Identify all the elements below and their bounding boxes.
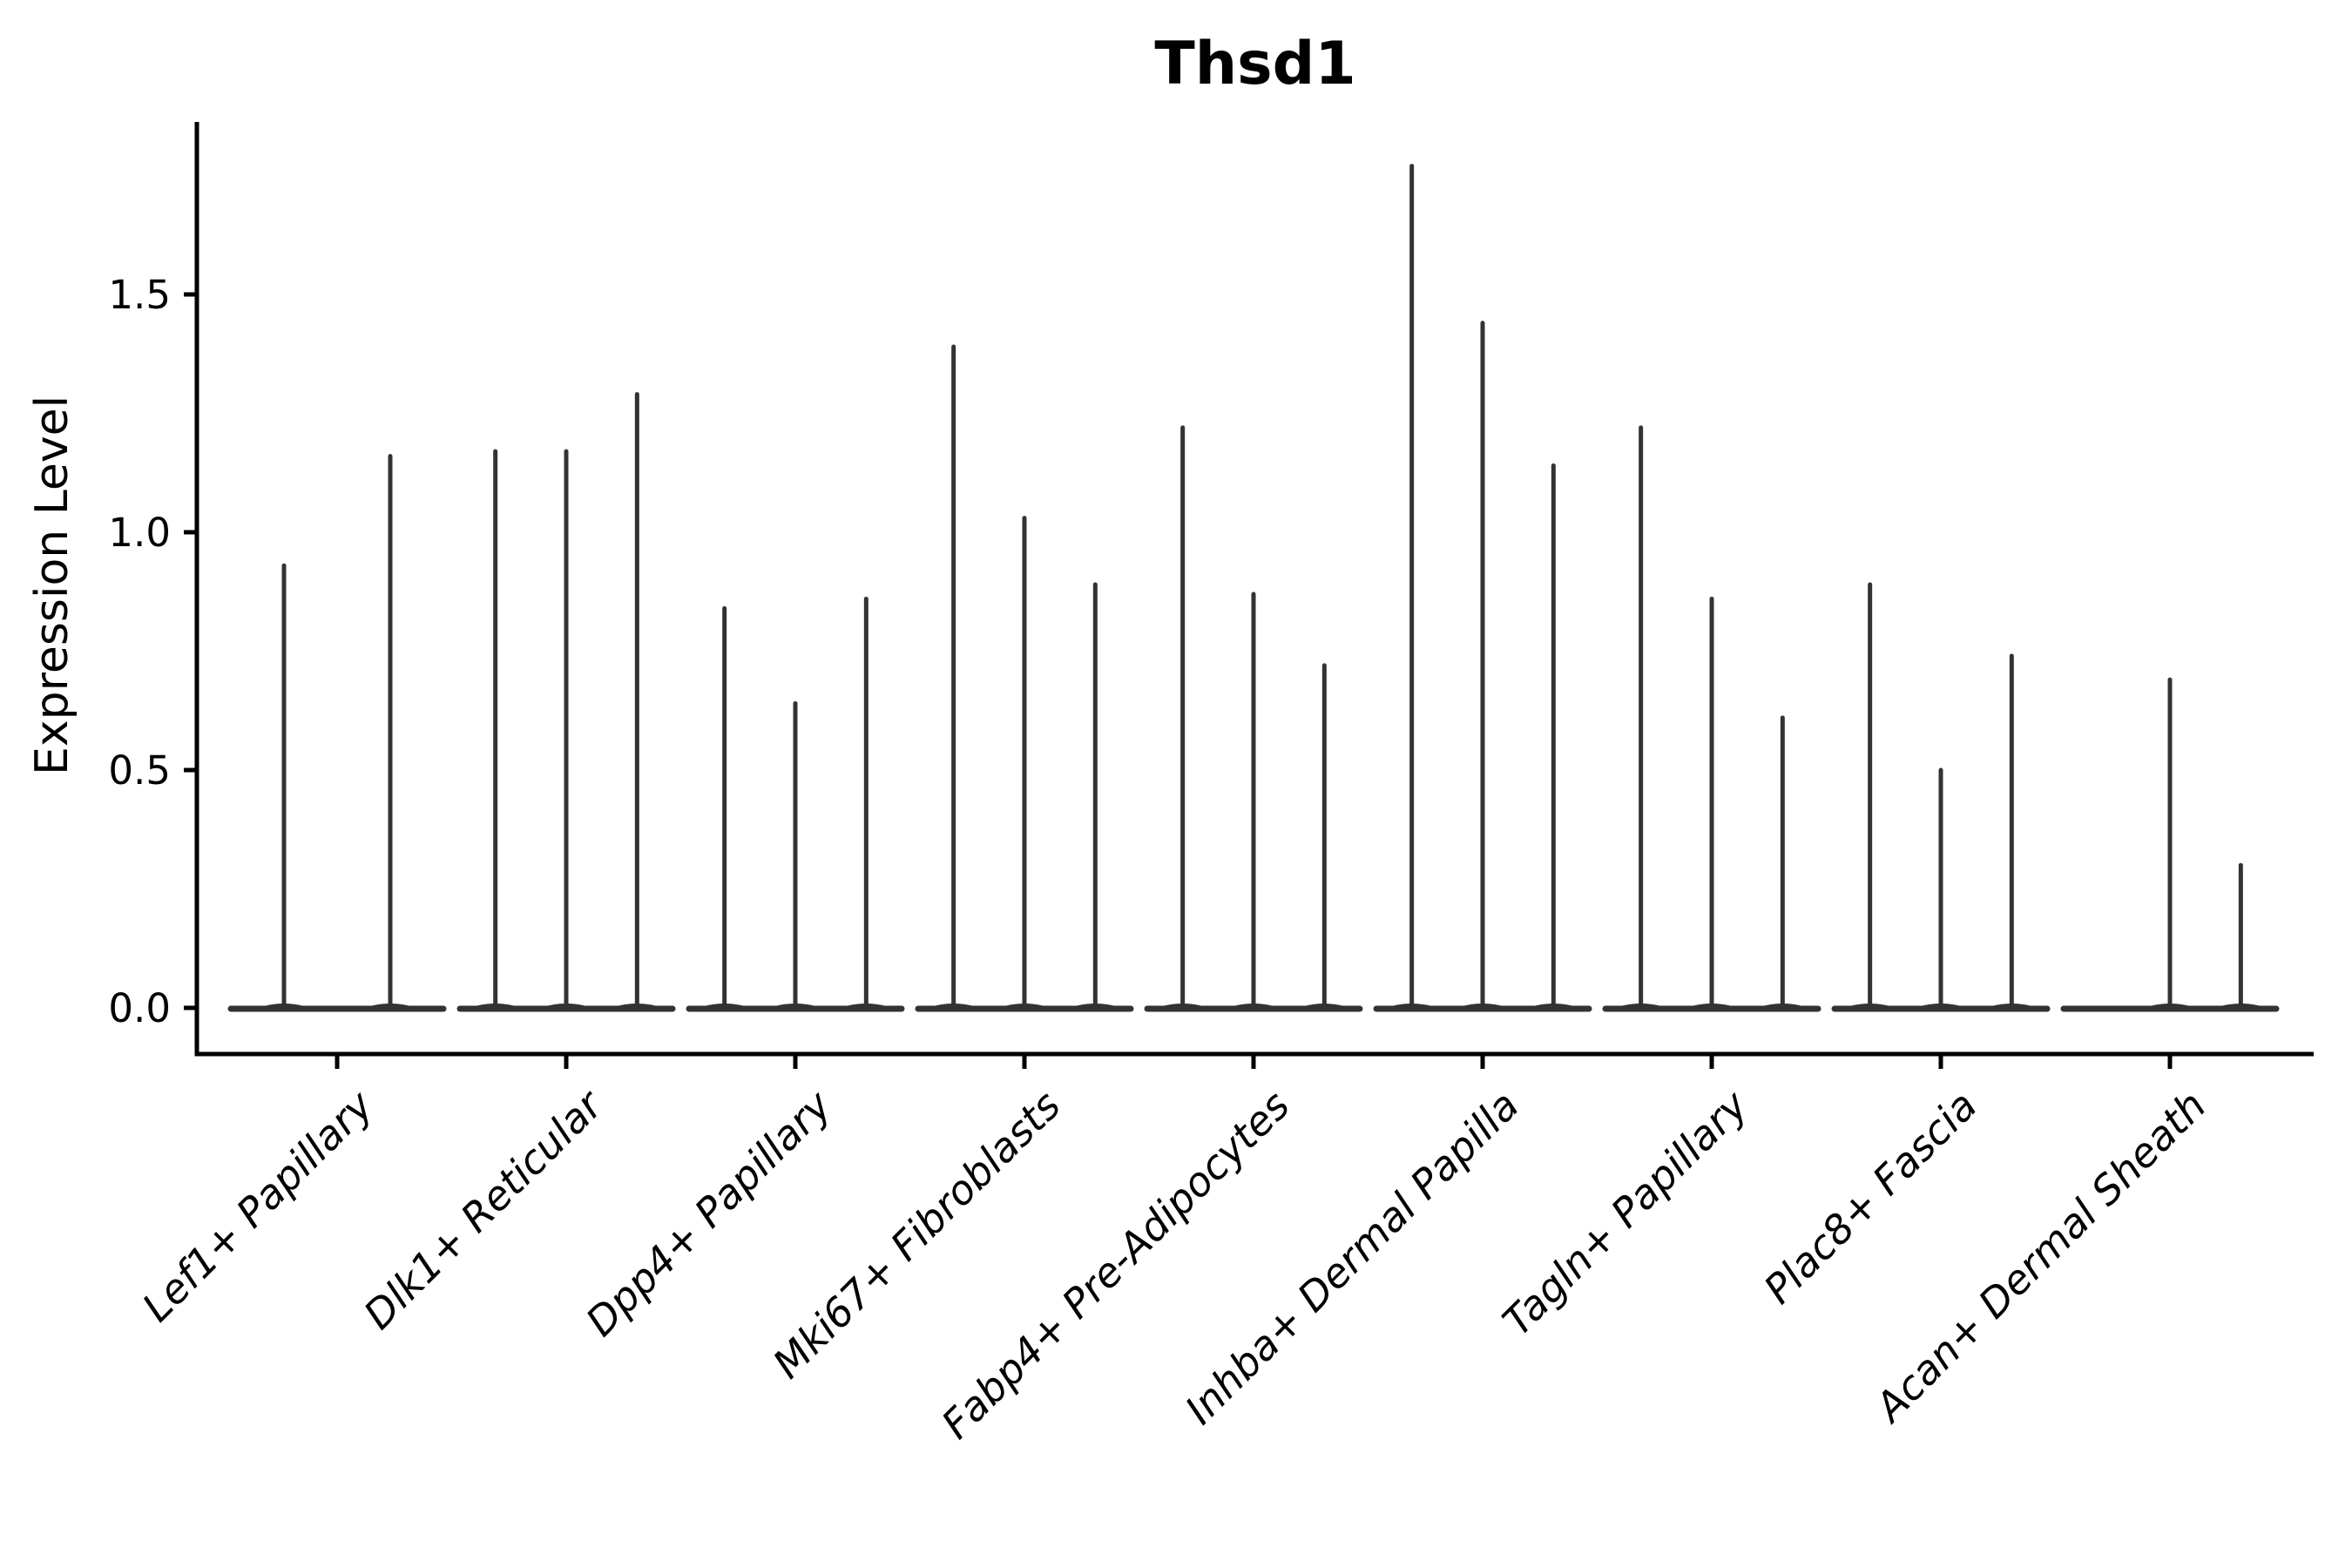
x-tick-label: Lef1+ Papillary <box>133 1081 382 1330</box>
x-tick-label: Tagln+ Papillary <box>1493 1081 1757 1345</box>
y-tick-label: 1.5 <box>108 272 171 318</box>
chart-title: Thsd1 <box>1154 30 1356 98</box>
y-tick-label: 0.5 <box>108 747 171 794</box>
x-tick-label: Dpp4+ Papillary <box>577 1081 841 1345</box>
y-tick-label: 1.0 <box>108 510 171 556</box>
x-tick-label: Dlk1+ Reticular <box>355 1079 613 1338</box>
y-tick-label: 0.0 <box>108 985 171 1031</box>
x-tick-label: Plac8+ Fascia <box>1754 1082 1985 1313</box>
